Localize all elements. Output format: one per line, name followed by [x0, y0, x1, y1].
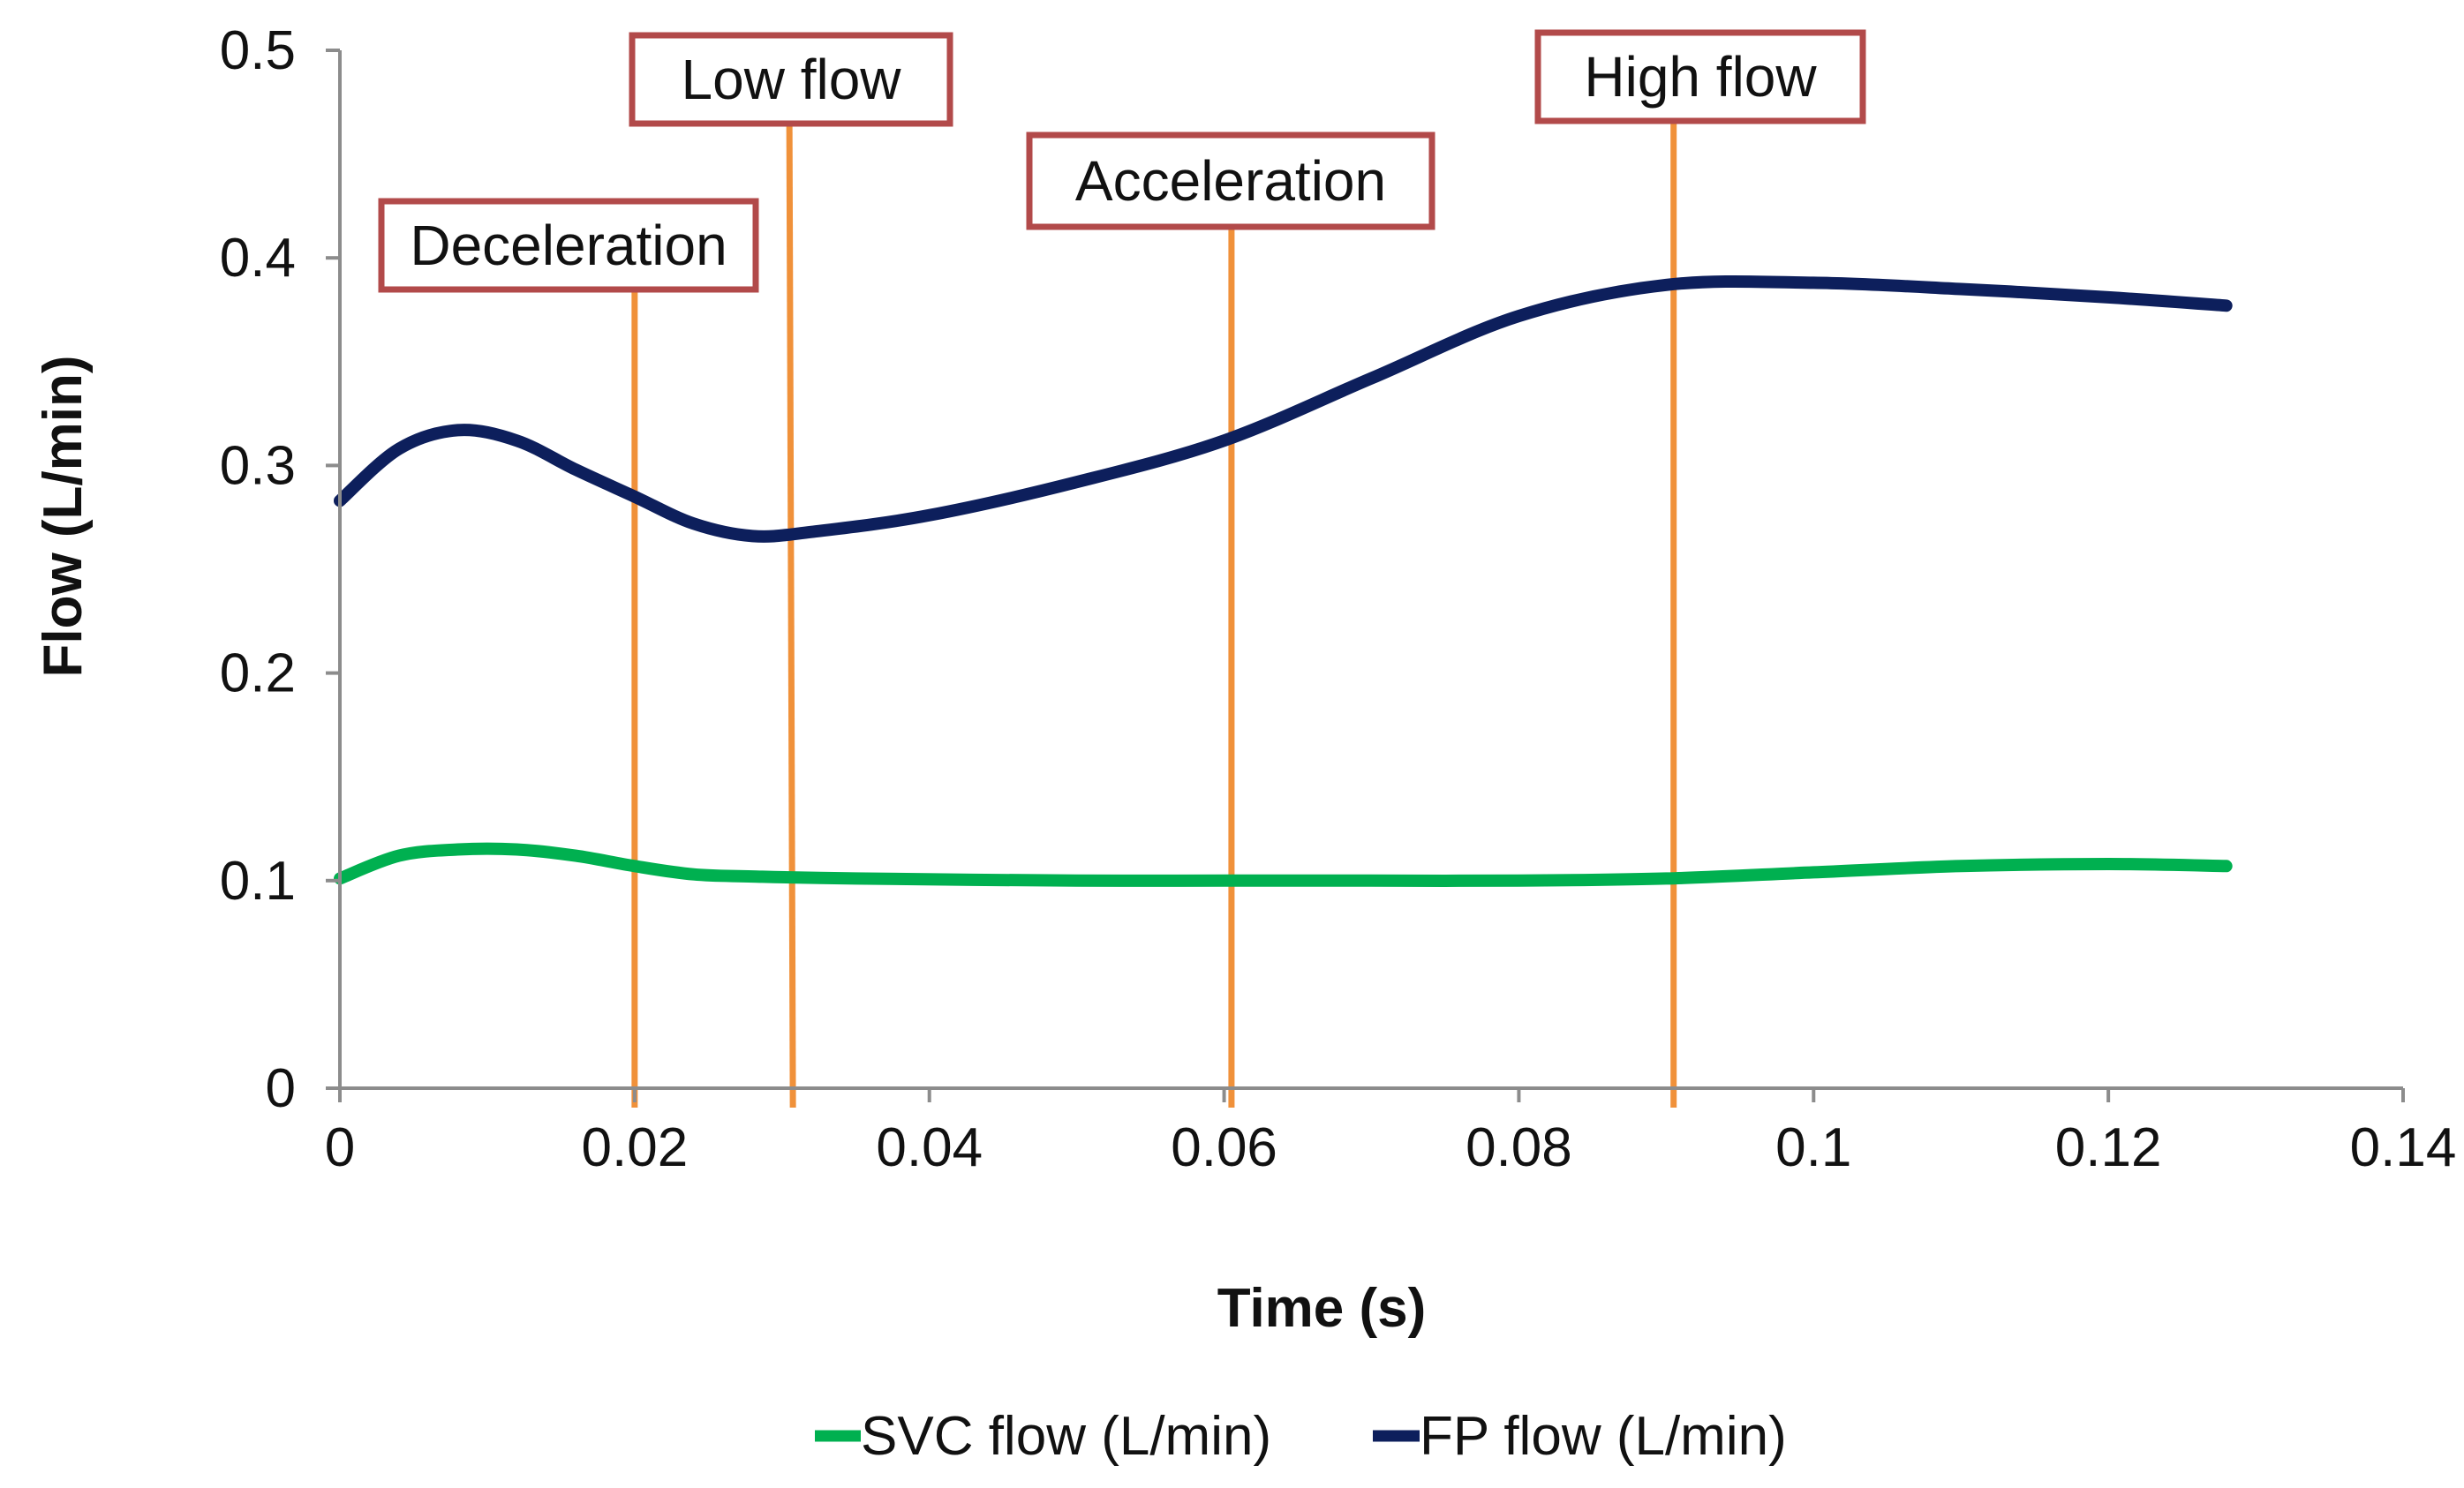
- x-tick-label: 0.08: [1466, 1117, 1572, 1178]
- x-axis-ticks: 0 0.02 0.04 0.06 0.08 0.1 0.12 0.14: [325, 1088, 2457, 1178]
- series-layer: [334, 274, 2233, 887]
- y-tick-label: 0.5: [220, 20, 296, 81]
- phase-box-low-flow: Low flow: [629, 32, 953, 127]
- x-tick-label: 0.12: [2055, 1117, 2162, 1178]
- y-axis-title: Flow (L/min): [33, 355, 94, 677]
- phase-box-frame: [629, 32, 953, 127]
- x-tick-label: 0.02: [582, 1117, 689, 1178]
- phase-box-frame: [378, 198, 759, 293]
- x-tick-label: 0: [325, 1117, 355, 1178]
- legend-label-svc: SVC flow (L/min): [861, 1406, 1271, 1467]
- phase-box-frame: [1026, 132, 1435, 230]
- phase-label: High flow: [1584, 45, 1817, 109]
- y-axis-ticks: 0 0.1 0.2 0.3 0.4 0.5: [220, 20, 340, 1119]
- x-axis-title: Time (s): [1217, 1278, 1427, 1339]
- y-tick-label: 0.2: [220, 643, 296, 704]
- x-tick-label: 0.1: [1775, 1117, 1851, 1178]
- phase-box-high-flow: High flow: [1534, 29, 1866, 124]
- phase-boxes: Deceleration Low flow Acceleration High flo…: [378, 29, 1866, 293]
- x-tick-label: 0.06: [1171, 1117, 1277, 1178]
- phase-label: Deceleration: [410, 214, 727, 277]
- y-tick-label: 0.1: [220, 851, 296, 912]
- legend-label-fp: FP flow (L/min): [1420, 1406, 1787, 1467]
- phase-lines: [631, 119, 1677, 1108]
- phase-box-frame: [1534, 29, 1866, 124]
- y-tick-label: 0.4: [220, 228, 296, 289]
- phase-box-deceleration: Deceleration: [378, 198, 759, 293]
- x-tick-label: 0.14: [2350, 1117, 2457, 1178]
- y-tick-label: 0.3: [220, 435, 296, 496]
- phase-line-low-flow: [786, 121, 796, 1108]
- phase-label: Low flow: [682, 48, 902, 111]
- y-tick-label: 0: [266, 1058, 296, 1119]
- x-tick-label: 0.04: [876, 1117, 983, 1178]
- axes: [338, 50, 2403, 1090]
- legend: SVC flow (L/min) FP flow (L/min): [815, 1406, 1787, 1467]
- phase-label: Acceleration: [1075, 149, 1386, 213]
- series-line-fp: [334, 274, 2233, 543]
- phase-box-acceleration: Acceleration: [1026, 132, 1435, 230]
- series-line-svc: [334, 842, 2233, 887]
